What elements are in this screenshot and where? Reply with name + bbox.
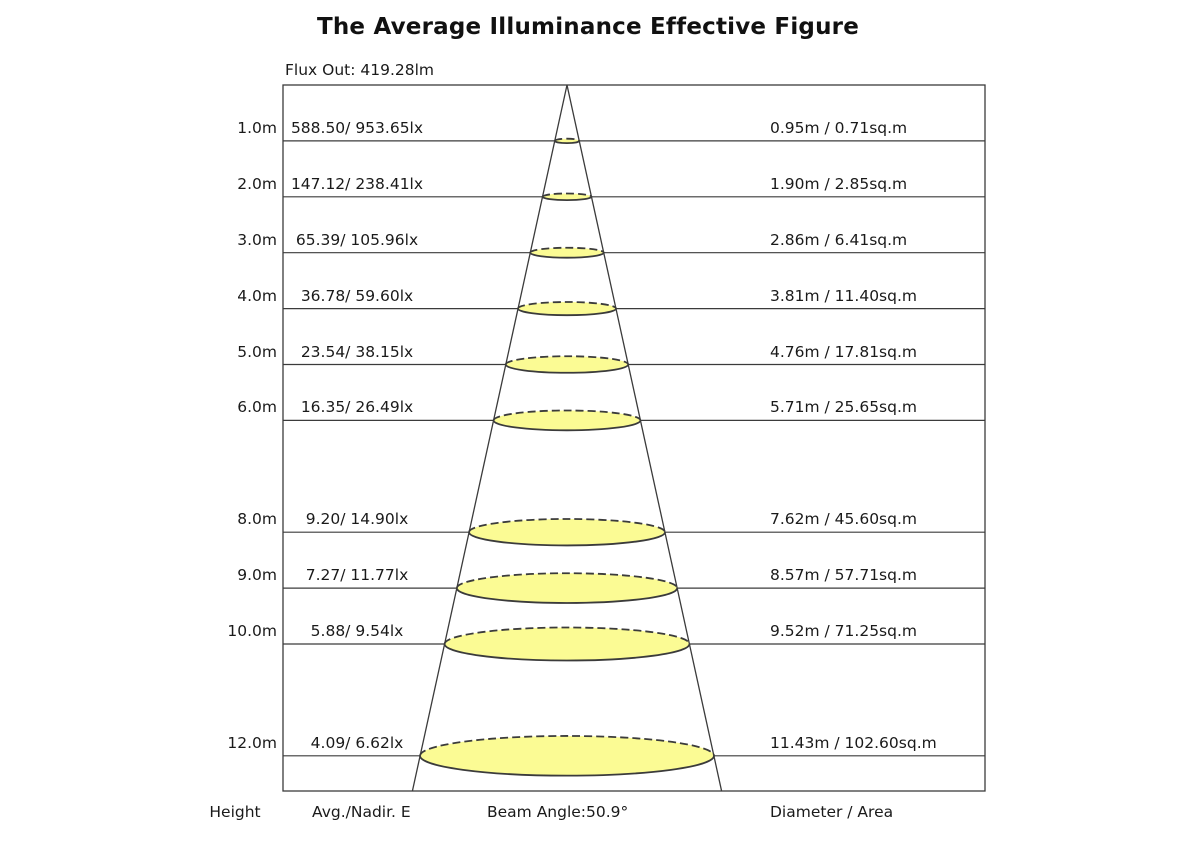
row-diameter-area-label: 5.71m / 25.65sq.m bbox=[770, 398, 918, 417]
footer-avg-nadir-label: Avg./Nadir. E bbox=[312, 803, 411, 821]
light-pool-front-edge bbox=[443, 643, 691, 662]
light-pool-back-edge-dashed bbox=[455, 572, 679, 589]
row-illuminance-label: 7.27/ 11.77lx bbox=[305, 566, 409, 585]
row-height-label: 2.0m bbox=[237, 174, 277, 193]
row-height-label: 3.0m bbox=[237, 230, 277, 249]
light-pool-ellipse bbox=[518, 301, 616, 316]
row-diameter-area-label: 11.43m / 102.60sq.m bbox=[770, 733, 937, 752]
light-pool-front-edge bbox=[504, 364, 630, 374]
light-pool-back-edge-dashed bbox=[504, 355, 630, 365]
row-diameter-area-label: 9.52m / 71.25sq.m bbox=[770, 622, 918, 640]
page-title: The Average Illuminance Effective Figure bbox=[316, 14, 860, 40]
beam-cone-right-edge bbox=[566, 84, 723, 792]
row-height-label: 8.0m bbox=[237, 510, 277, 529]
light-pool-front-edge bbox=[492, 420, 642, 432]
row-height-label: 9.0m bbox=[237, 566, 277, 585]
footer-height-label: Height bbox=[209, 803, 261, 821]
row-height-label: 6.0m bbox=[237, 398, 277, 417]
row-height-label: 5.0m bbox=[237, 342, 277, 361]
flux-out-label: Flux Out: 419.28lm bbox=[285, 61, 435, 79]
row-diameter-area-label: 1.90m / 2.85sq.m bbox=[770, 174, 908, 193]
row-diameter-area-label: 8.57m / 57.71sq.m bbox=[770, 566, 918, 585]
light-pool-ellipse bbox=[456, 573, 678, 603]
diagram-frame bbox=[282, 84, 986, 792]
footer-beam-angle-label: Beam Angle:50.9° bbox=[487, 803, 629, 821]
row-illuminance-label: 16.35/ 26.49lx bbox=[300, 398, 414, 417]
light-pool-front-edge bbox=[468, 531, 666, 547]
light-pool-ellipse bbox=[542, 193, 592, 201]
row-illuminance-label: 36.78/ 59.60lx bbox=[300, 286, 414, 305]
row-height-label: 1.0m bbox=[237, 118, 277, 137]
row-illuminance-label: 5.88/ 9.54lx bbox=[310, 622, 404, 640]
beam-cone-left-edge bbox=[411, 84, 568, 792]
row-illuminance-label: 4.09/ 6.62lx bbox=[310, 733, 404, 752]
row-diameter-area-label: 2.86m / 6.41sq.m bbox=[770, 230, 908, 249]
row-diameter-area-label: 3.81m / 11.40sq.m bbox=[770, 286, 918, 305]
light-pool-front-edge bbox=[529, 252, 605, 259]
light-pool-ellipse bbox=[469, 518, 665, 546]
light-pool-front-edge bbox=[419, 755, 715, 777]
row-illuminance-label: 65.39/ 105.96lx bbox=[295, 230, 419, 249]
light-pool-back-edge-dashed bbox=[529, 246, 605, 254]
row-diameter-area-label: 0.95m / 0.71sq.m bbox=[770, 118, 908, 137]
light-pool-back-edge-dashed bbox=[517, 301, 617, 309]
light-pool-ellipse bbox=[493, 410, 641, 431]
row-illuminance-label: 23.54/ 38.15lx bbox=[300, 342, 414, 361]
row-height-label: 4.0m bbox=[237, 286, 277, 305]
light-pool-back-edge-dashed bbox=[419, 735, 715, 756]
light-pool-ellipse bbox=[505, 356, 629, 373]
light-pool-back-edge-dashed bbox=[541, 192, 593, 198]
row-diameter-area-label: 4.76m / 17.81sq.m bbox=[770, 342, 918, 361]
light-pool-back-edge-dashed bbox=[492, 409, 642, 421]
light-pool-back-edge-dashed bbox=[443, 626, 691, 645]
row-diameter-area-label: 7.62m / 45.60sq.m bbox=[770, 510, 918, 529]
row-illuminance-label: 588.50/ 953.65lx bbox=[290, 118, 424, 137]
row-illuminance-label: 147.12/ 238.41lx bbox=[290, 174, 424, 193]
row-illuminance-label: 9.20/ 14.90lx bbox=[305, 510, 409, 529]
light-pool-back-edge-dashed bbox=[553, 137, 581, 142]
light-pool-back-edge-dashed bbox=[468, 518, 666, 533]
light-pool-front-edge bbox=[455, 587, 679, 604]
light-pool-front-edge bbox=[517, 308, 617, 317]
row-height-label: 10.0m bbox=[227, 622, 277, 640]
footer-diameter-area-label: Diameter / Area bbox=[770, 803, 894, 821]
light-pool-front-edge bbox=[541, 196, 593, 201]
row-height-label: 12.0m bbox=[227, 733, 277, 752]
light-pool-ellipse bbox=[530, 247, 604, 258]
light-pool-ellipse bbox=[420, 735, 714, 776]
light-pool-ellipse bbox=[444, 627, 690, 661]
light-pool-front-edge bbox=[553, 140, 581, 144]
